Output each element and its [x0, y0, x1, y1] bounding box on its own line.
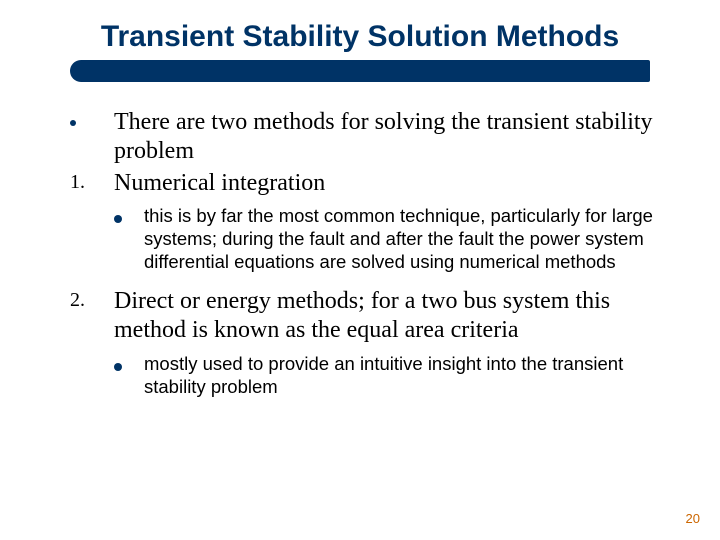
item2-sub-text: mostly used to provide an intuitive insi…: [144, 352, 676, 398]
intro-bullet-icon: [70, 108, 114, 167]
title-rule: [70, 60, 650, 82]
item1-marker: 1.: [70, 169, 114, 198]
title-rule-bar: [70, 60, 650, 82]
intro-row: There are two methods for solving the tr…: [70, 108, 676, 167]
page-number: 20: [686, 511, 700, 526]
list-item: 2. Direct or energy methods; for a two b…: [70, 287, 676, 346]
item2-text: Direct or energy methods; for a two bus …: [114, 287, 676, 346]
intro-text: There are two methods for solving the tr…: [114, 108, 676, 167]
bullet-dot-icon: [114, 352, 144, 398]
content-area: There are two methods for solving the tr…: [70, 108, 676, 398]
item2-marker: 2.: [70, 287, 114, 346]
item2-sub: mostly used to provide an intuitive insi…: [114, 352, 676, 398]
list-item: 1. Numerical integration: [70, 169, 676, 198]
item1-sub: this is by far the most common technique…: [114, 204, 676, 273]
slide-title: Transient Stability Solution Methods: [34, 20, 686, 54]
bullet-dot-icon: [114, 204, 144, 273]
slide: Transient Stability Solution Methods The…: [0, 0, 720, 540]
item1-sub-text: this is by far the most common technique…: [144, 204, 676, 273]
item1-text: Numerical integration: [114, 169, 325, 198]
